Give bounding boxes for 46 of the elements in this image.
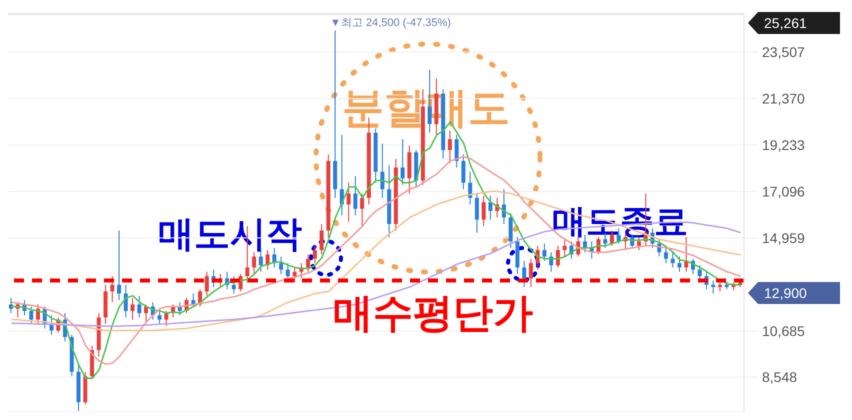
candlestick (508, 212, 513, 248)
candlestick (482, 195, 486, 227)
candlestick (29, 306, 34, 324)
candlestick (320, 223, 324, 255)
candlestick (9, 297, 13, 314)
text: 25,261 (764, 15, 808, 31)
candlestick (360, 193, 364, 227)
candlestick (204, 271, 209, 296)
y-tick-label: 21,370 (762, 90, 806, 107)
candlestick (542, 243, 546, 262)
candlestick (522, 260, 526, 288)
candlestick (711, 280, 716, 294)
candlestick (670, 252, 675, 268)
candlestick (252, 252, 256, 274)
candlestick (488, 195, 492, 220)
candlestick (312, 245, 317, 264)
candlestick (448, 130, 452, 164)
candlestick (292, 266, 297, 284)
y-tick-label: 14,959 (762, 230, 806, 246)
candlestick (117, 230, 122, 301)
candlestick (279, 256, 284, 274)
candlestick (468, 171, 472, 205)
text: 12,900 (764, 285, 808, 301)
candlestick (400, 138, 405, 186)
candlestick (562, 238, 567, 258)
candlestick (110, 276, 114, 303)
candlestick (346, 182, 351, 222)
y-tick-label: 23,507 (762, 44, 806, 60)
candlestick (130, 297, 135, 320)
candlestick (528, 258, 533, 288)
candlestick (474, 193, 479, 234)
y-tick-label: 19,233 (762, 136, 806, 153)
y-tick-label: 17,096 (762, 183, 806, 200)
candlestick (137, 295, 142, 318)
y-tick-label: 10,685 (762, 322, 806, 339)
annotation: ▼최고 24,500 (-47.35%) (330, 17, 451, 29)
candlestick (306, 254, 310, 272)
candlestick (353, 176, 358, 216)
candlestick (461, 154, 466, 190)
candlestick (677, 256, 682, 272)
y-tick-label: 8,548 (762, 369, 798, 386)
candlestick (698, 264, 702, 281)
candlestick (664, 245, 668, 264)
ref-line-label: 매수평단가 (333, 292, 533, 336)
candlestick (556, 245, 560, 268)
candlestick (454, 134, 459, 168)
